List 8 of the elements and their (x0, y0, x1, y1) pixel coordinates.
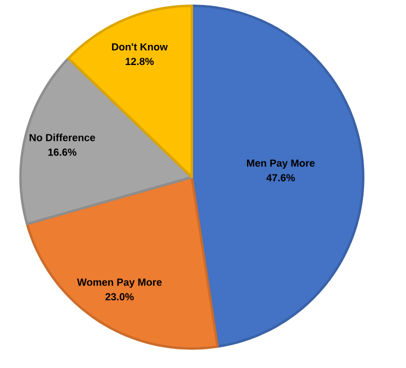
slice-label: No Difference (30, 134, 96, 142)
data-label: 12.8% (126, 58, 154, 66)
slice-label: Men Pay More (247, 160, 315, 169)
data-label: 23.0% (105, 293, 134, 300)
data-label: 47.6% (266, 174, 295, 182)
data-label: 16.6% (48, 148, 76, 156)
slice-label: Women Pay More (77, 278, 162, 288)
slice-label: Don't Know (112, 43, 168, 50)
